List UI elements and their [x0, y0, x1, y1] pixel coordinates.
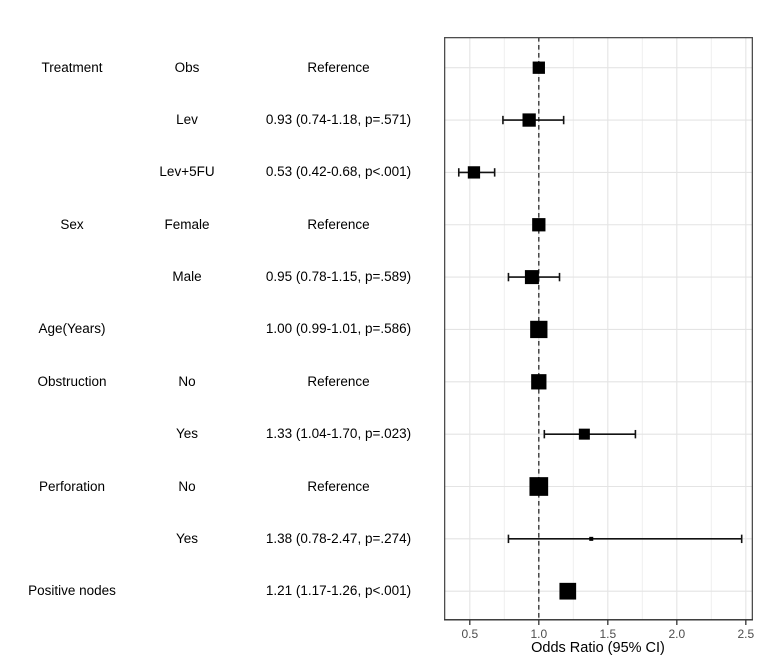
estimate-label: 1.21 (1.17-1.26, p<.001): [265, 583, 412, 599]
x-tick-label: 1.5: [599, 627, 616, 641]
x-tick-label: 1.0: [530, 627, 547, 641]
table-row: Lev+5FU 0.53 (0.42-0.68, p<.001): [0, 162, 443, 182]
forest-marker: [578, 428, 590, 440]
level-label: Yes: [175, 426, 199, 442]
forest-marker: [530, 374, 546, 390]
variable-label: Perforation: [38, 478, 106, 494]
estimate-label: 0.95 (0.78-1.15, p=.589): [265, 269, 412, 285]
level-label: Male: [172, 269, 202, 285]
level-label: No: [178, 478, 196, 494]
forest-marker: [529, 320, 547, 339]
estimate-label: 1.38 (0.78-2.47, p=.274): [265, 530, 412, 546]
table-row: Lev 0.93 (0.74-1.18, p=.571): [0, 110, 443, 130]
level-label: Female: [164, 216, 210, 232]
forest-marker: [522, 113, 536, 127]
table-row: Treatment Obs Reference: [0, 58, 443, 78]
x-tick-label: 2.5: [737, 627, 754, 641]
level-label: Yes: [175, 530, 199, 546]
x-tick-label: 2.0: [668, 627, 685, 641]
level-label: Lev+5FU: [159, 164, 215, 180]
x-axis-title: Odds Ratio (95% CI): [531, 640, 665, 656]
table-row: Yes 1.38 (0.78-2.47, p=.274): [0, 529, 443, 549]
table-row: Sex Female Reference: [0, 215, 443, 235]
table-row: Obstruction No Reference: [0, 372, 443, 392]
level-label: No: [178, 373, 196, 389]
estimate-label: Reference: [307, 59, 370, 75]
variable-label: Sex: [60, 216, 84, 232]
x-tick-label: 0.5: [461, 627, 478, 641]
forest-marker: [528, 477, 548, 496]
forest-marker: [532, 61, 545, 74]
forest-marker: [467, 166, 480, 179]
variable-label: Positive nodes: [28, 583, 116, 599]
table-row: Age(Years) 1.00 (0.99-1.01, p=.586): [0, 319, 443, 339]
estimate-label: 0.53 (0.42-0.68, p<.001): [265, 164, 412, 180]
estimate-label: Reference: [307, 478, 370, 494]
forest-marker: [588, 536, 593, 541]
label-table: Treatment Obs Reference Lev 0.93 (0.74-1.18,…: [0, 37, 443, 621]
table-row: Male 0.95 (0.78-1.15, p=.589): [0, 267, 443, 287]
level-label: Obs: [174, 59, 200, 75]
level-label: Lev: [176, 112, 198, 128]
estimate-label: 0.93 (0.74-1.18, p=.571): [265, 112, 412, 128]
variable-label: Age(Years): [38, 321, 106, 337]
forest-marker: [558, 582, 576, 600]
estimate-label: Reference: [307, 216, 370, 232]
panel-border: [443, 36, 753, 621]
variable-label: Treatment: [41, 59, 103, 75]
table-row: Positive nodes 1.21 (1.17-1.26, p<.001): [0, 581, 443, 601]
forest-marker: [524, 270, 539, 285]
estimate-label: 1.33 (1.04-1.70, p=.023): [265, 426, 412, 442]
table-row: Perforation No Reference: [0, 477, 443, 497]
estimate-label: 1.00 (0.99-1.01, p=.586): [265, 321, 412, 337]
variable-label: Obstruction: [37, 373, 107, 389]
forest-marker: [531, 218, 545, 232]
forest-plot-panel: 0.5 1.0 1.5 2.0 2.5: [443, 36, 754, 641]
estimate-label: Reference: [307, 373, 370, 389]
table-row: Yes 1.33 (1.04-1.70, p=.023): [0, 424, 443, 444]
